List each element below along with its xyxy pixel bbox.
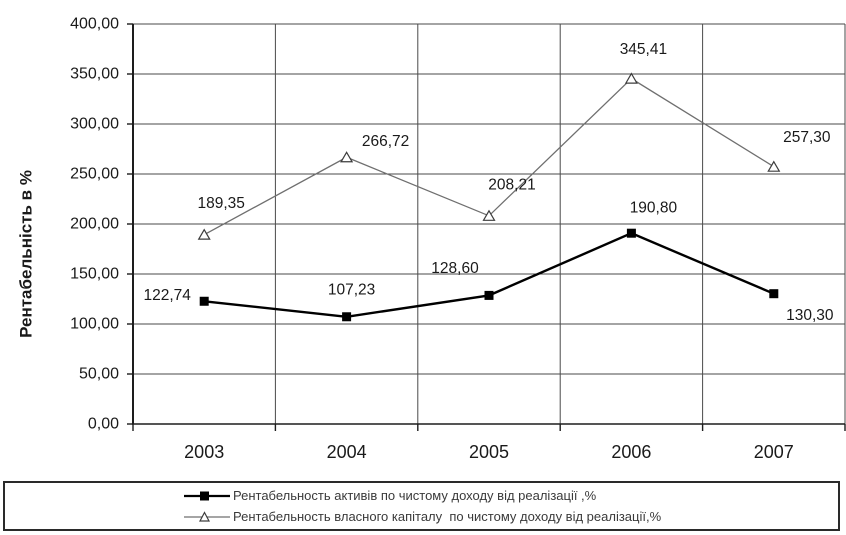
data-label: 107,23 [328, 281, 375, 298]
y-tick-label: 0,00 [88, 416, 119, 433]
open-triangle-marker-icon [183, 510, 231, 523]
triangle-marker-icon [340, 151, 354, 163]
series-equity: 189,35 266,72 208,21 345,41 257,30 [197, 41, 831, 240]
y-axis-title: Рентабельність в % [17, 170, 36, 338]
x-tick-label: 2004 [327, 442, 367, 462]
y-tick-label: 350,00 [70, 66, 119, 83]
y-tick-label: 400,00 [70, 16, 119, 33]
data-label: 257,30 [783, 129, 831, 146]
data-label: 345,41 [620, 41, 667, 58]
x-axis-tick-labels: 2003 2004 2005 2006 2007 [184, 442, 794, 462]
gridlines [133, 23, 846, 424]
y-axis-tick-labels: 0,00 50,00 100,00 150,00 200,00 250,00 300,00 3… [70, 16, 119, 433]
data-label: 266,72 [362, 133, 409, 150]
filled-square-marker-icon [183, 490, 231, 502]
x-tick-label: 2006 [611, 442, 651, 462]
data-label: 190,80 [630, 200, 678, 217]
x-tick-label: 2007 [754, 442, 794, 462]
legend-item-assets: Рентабельность активів по чистому доходу… [183, 488, 838, 503]
y-tick-label: 250,00 [70, 166, 119, 183]
x-tick-label: 2003 [184, 442, 224, 462]
data-label: 130,30 [786, 307, 834, 324]
chart-legend: Рентабельность активів по чистому доходу… [3, 481, 840, 531]
triangle-marker-icon [482, 209, 496, 221]
square-marker-icon [199, 296, 209, 306]
y-tick-label: 200,00 [70, 216, 119, 233]
triangle-marker-icon [624, 72, 638, 84]
series-assets: 122,74 107,23 128,60 190,80 130,30 [143, 200, 833, 325]
triangle-marker-icon [197, 228, 211, 240]
y-tick-label: 50,00 [79, 366, 119, 383]
triangle-marker-icon [767, 160, 781, 172]
legend-item-equity: Рентабельность власного капіталу по чист… [183, 509, 838, 524]
data-label: 189,35 [197, 195, 244, 212]
legend-label: Рентабельность активів по чистому доходу… [233, 488, 597, 503]
legend-label: Рентабельность власного капіталу по чист… [233, 509, 662, 524]
series-line [204, 231, 775, 318]
y-tick-label: 300,00 [70, 116, 119, 133]
data-label: 122,74 [143, 287, 191, 304]
square-marker-icon [342, 312, 352, 322]
line-chart: 0,00 50,00 100,00 150,00 200,00 250,00 300,00 3… [17, 16, 846, 462]
square-marker-icon [484, 290, 494, 300]
axes [127, 23, 846, 431]
square-marker-icon [626, 228, 636, 238]
y-tick-label: 100,00 [70, 316, 119, 333]
data-label: 208,21 [488, 176, 535, 193]
square-marker-icon [769, 289, 779, 299]
y-tick-label: 150,00 [70, 266, 119, 283]
data-label: 128,60 [431, 260, 479, 277]
x-tick-label: 2005 [469, 442, 509, 462]
